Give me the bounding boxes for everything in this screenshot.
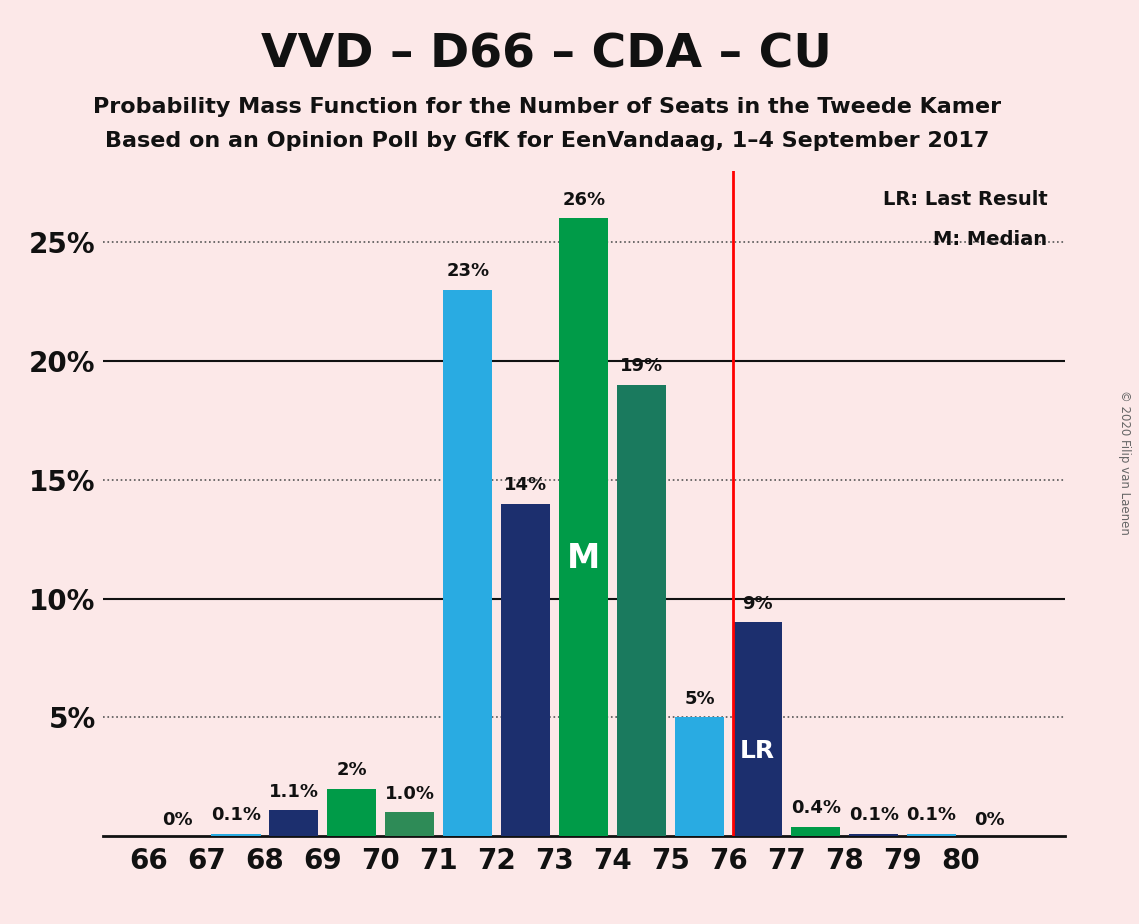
Bar <box>907 833 957 836</box>
Bar <box>734 623 782 836</box>
Text: 0.1%: 0.1% <box>849 807 899 824</box>
Text: 0%: 0% <box>974 811 1005 829</box>
Text: 19%: 19% <box>620 358 663 375</box>
Bar <box>617 384 666 836</box>
Bar <box>269 810 319 836</box>
Text: 0.1%: 0.1% <box>211 807 261 824</box>
Text: 26%: 26% <box>563 191 605 209</box>
Text: M: M <box>567 541 600 575</box>
Text: 2%: 2% <box>336 761 367 779</box>
Bar <box>559 218 608 836</box>
Text: 14%: 14% <box>505 476 548 494</box>
Text: VVD – D66 – CDA – CU: VVD – D66 – CDA – CU <box>261 32 833 78</box>
Text: 0.1%: 0.1% <box>907 807 957 824</box>
Bar <box>385 812 434 836</box>
Text: 1.1%: 1.1% <box>269 783 319 800</box>
Text: 0.4%: 0.4% <box>790 799 841 817</box>
Text: 0%: 0% <box>163 811 194 829</box>
Bar <box>790 827 841 836</box>
Text: LR: LR <box>740 738 776 762</box>
Text: 9%: 9% <box>743 595 773 613</box>
Bar <box>501 504 550 836</box>
Text: M: Median: M: Median <box>934 230 1048 249</box>
Bar <box>675 717 724 836</box>
Text: LR: Last Result: LR: Last Result <box>883 190 1048 209</box>
Text: 1.0%: 1.0% <box>385 785 435 803</box>
Text: Based on an Opinion Poll by GfK for EenVandaag, 1–4 September 2017: Based on an Opinion Poll by GfK for EenV… <box>105 131 989 152</box>
Bar <box>327 789 377 836</box>
Text: © 2020 Filip van Laenen: © 2020 Filip van Laenen <box>1118 390 1131 534</box>
Bar <box>211 833 261 836</box>
Text: 23%: 23% <box>446 262 490 280</box>
Text: 5%: 5% <box>685 690 715 708</box>
Bar <box>849 833 899 836</box>
Bar <box>443 290 492 836</box>
Text: Probability Mass Function for the Number of Seats in the Tweede Kamer: Probability Mass Function for the Number… <box>92 97 1001 117</box>
